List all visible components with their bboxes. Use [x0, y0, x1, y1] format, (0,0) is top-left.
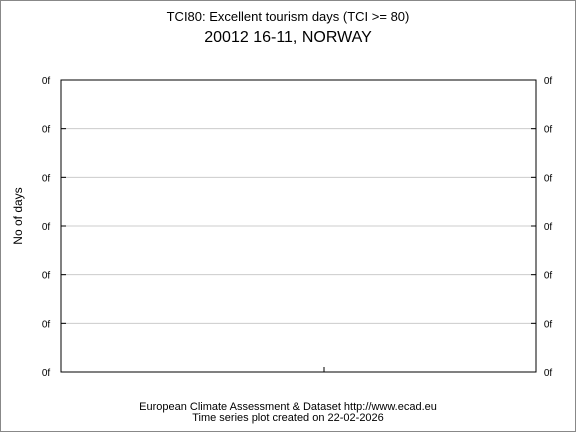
- y-tick-label-left: 0f: [42, 222, 51, 233]
- chart-subtitle: 20012 16-11, NORWAY: [204, 29, 372, 46]
- y-tick-label-left: 0f: [42, 319, 51, 330]
- y-axis-ticks: 0f 0f 0f 0f 0f 0f 0f 0f 0f 0f 0f 0f 0f 0f: [42, 76, 553, 379]
- y-tick-label-right: 0f: [544, 222, 553, 233]
- y-tick-label-left: 0f: [42, 368, 51, 379]
- chart-title: TCI80: Excellent tourism days (TCI >= 80…: [167, 9, 410, 24]
- y-tick-label-right: 0f: [544, 125, 553, 136]
- y-tick-label-right: 0f: [544, 76, 553, 87]
- grid-lines: [61, 128, 536, 324]
- y-tick-label-left: 0f: [42, 76, 51, 87]
- y-tick-label-left: 0f: [42, 173, 51, 184]
- footer-source: European Climate Assessment & Dataset ht…: [139, 401, 437, 413]
- y-tick-label-right: 0f: [544, 173, 553, 184]
- y-tick-label-left: 0f: [42, 125, 51, 136]
- footer-created: Time series plot created on 22-02-2026: [192, 412, 384, 424]
- y-tick-label-right: 0f: [544, 368, 553, 379]
- y-tick-label-right: 0f: [544, 319, 553, 330]
- y-tick-label-right: 0f: [544, 271, 553, 282]
- y-axis-label: No of days: [11, 187, 25, 244]
- y-tick-label-left: 0f: [42, 271, 51, 282]
